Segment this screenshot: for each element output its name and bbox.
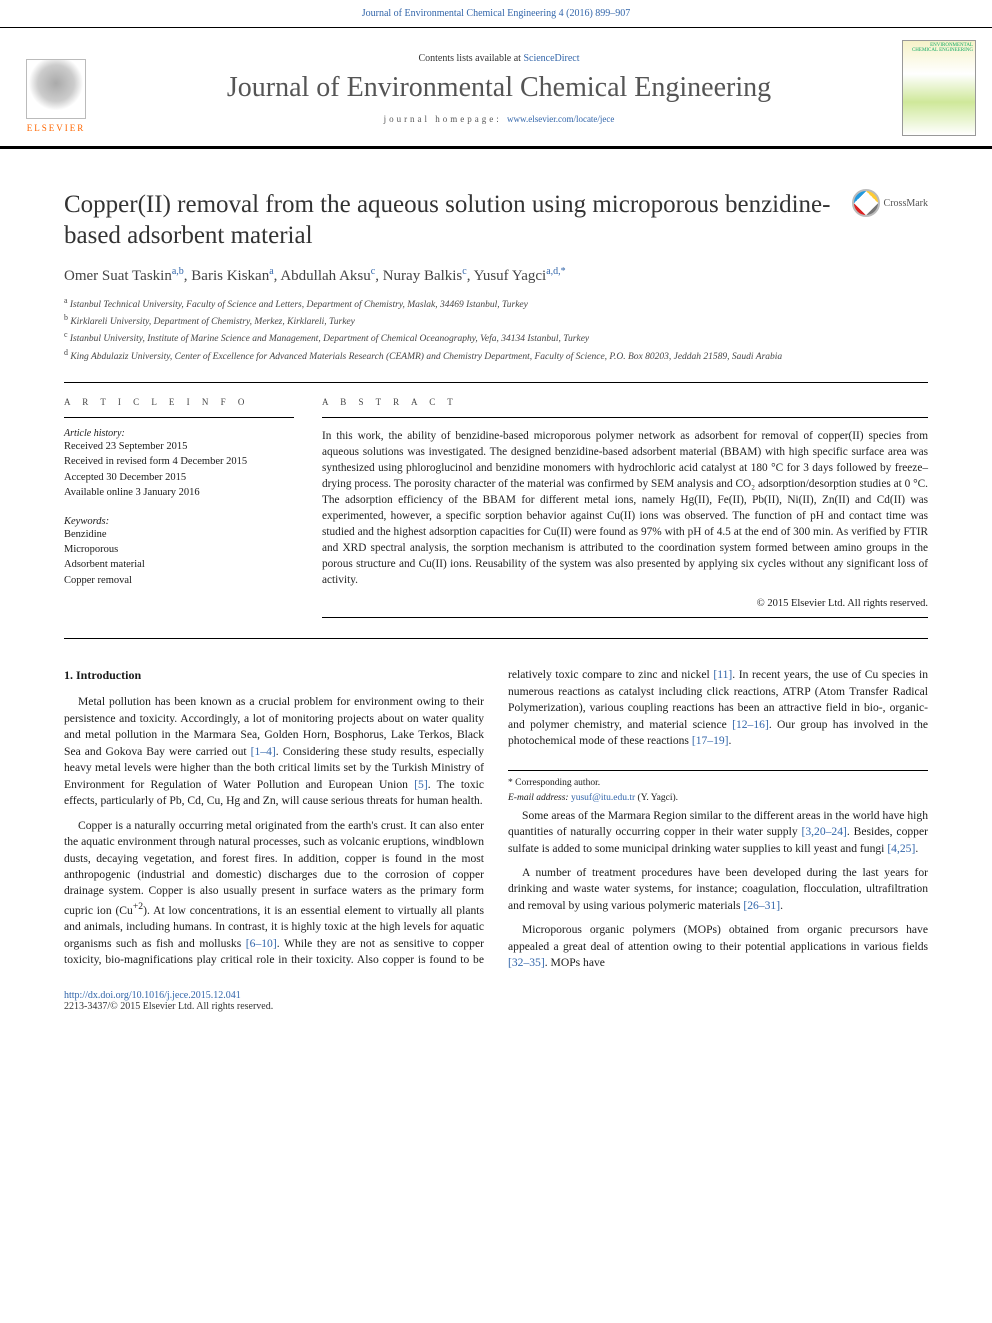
- top-citation-bar: Journal of Environmental Chemical Engine…: [0, 0, 992, 27]
- header-center: Contents lists available at ScienceDirec…: [112, 53, 886, 124]
- citation-link[interactable]: [5]: [414, 778, 428, 791]
- elsevier-tree-icon: [26, 59, 86, 119]
- history-line: Received in revised form 4 December 2015: [64, 454, 294, 469]
- abstract-divider-top: [322, 417, 928, 418]
- citation-link[interactable]: [6–10]: [246, 937, 277, 950]
- affiliation-line: a Istanbul Technical University, Faculty…: [64, 295, 928, 312]
- citation-link[interactable]: [1–4]: [251, 745, 276, 758]
- abstract-copyright: © 2015 Elsevier Ltd. All rights reserved…: [322, 588, 928, 609]
- history-line: Available online 3 January 2016: [64, 485, 294, 500]
- homepage-label: journal homepage:: [384, 114, 507, 124]
- sciencedirect-link[interactable]: ScienceDirect: [523, 53, 579, 64]
- history-line: Received 23 September 2015: [64, 439, 294, 454]
- homepage-link[interactable]: www.elsevier.com/locate/jece: [507, 114, 614, 124]
- article-info-column: A R T I C L E I N F O Article history: R…: [64, 383, 294, 628]
- journal-header: ELSEVIER Contents lists available at Sci…: [0, 27, 992, 149]
- crossmark-icon: [852, 189, 880, 217]
- contents-prefix: Contents lists available at: [418, 53, 523, 64]
- cover-text: ENVIRONMENTAL CHEMICAL ENGINEERING: [912, 43, 973, 53]
- history-label: Article history:: [64, 428, 294, 439]
- keywords-lines: BenzidineMicroporousAdsorbent materialCo…: [64, 527, 294, 588]
- info-divider: [64, 417, 294, 418]
- body-paragraph: A number of treatment procedures have be…: [508, 865, 928, 914]
- body-paragraph: Microporous organic polymers (MOPs) obta…: [508, 922, 928, 971]
- abstract-column: A B S T R A C T In this work, the abilit…: [322, 383, 928, 628]
- affiliation-line: b Kirklareli University, Department of C…: [64, 312, 928, 329]
- keyword: Adsorbent material: [64, 557, 294, 572]
- corresponding-label: * Corresponding author.: [508, 777, 928, 790]
- top-citation-link[interactable]: Journal of Environmental Chemical Engine…: [362, 8, 631, 19]
- journal-name: Journal of Environmental Chemical Engine…: [112, 72, 886, 104]
- citation-link[interactable]: [12–16]: [732, 718, 769, 731]
- abstract-divider-bottom: [322, 617, 928, 618]
- keyword: Microporous: [64, 542, 294, 557]
- abstract-text: In this work, the ability of benzidine-b…: [322, 428, 928, 588]
- abstract-label: A B S T R A C T: [322, 383, 928, 417]
- affiliation-line: c Istanbul University, Institute of Mari…: [64, 329, 928, 346]
- citation-link[interactable]: [17–19]: [692, 734, 729, 747]
- citation-link[interactable]: [32–35]: [508, 956, 545, 969]
- author-list: Omer Suat Taskina,b, Baris Kiskana, Abdu…: [0, 252, 992, 285]
- crossmark-label: CrossMark: [884, 198, 928, 209]
- issn-line: 2213-3437/© 2015 Elsevier Ltd. All right…: [64, 1001, 273, 1012]
- history-line: Accepted 30 December 2015: [64, 470, 294, 485]
- title-row: Copper(II) removal from the aqueous solu…: [0, 149, 992, 252]
- crossmark-badge[interactable]: CrossMark: [852, 189, 928, 217]
- keyword: Benzidine: [64, 527, 294, 542]
- doi-link[interactable]: http://dx.doi.org/10.1016/j.jece.2015.12…: [64, 990, 241, 1001]
- body-paragraph: Metal pollution has been known as a cruc…: [64, 694, 484, 809]
- keyword: Copper removal: [64, 573, 294, 588]
- article-info-label: A R T I C L E I N F O: [64, 383, 294, 417]
- elsevier-logo: ELSEVIER: [16, 43, 96, 133]
- citation-link[interactable]: [11]: [713, 668, 732, 681]
- affiliation-line: d King Abdulaziz University, Center of E…: [64, 347, 928, 364]
- citation-link[interactable]: [3,20–24]: [801, 825, 846, 838]
- citation-link[interactable]: [4,25]: [887, 842, 915, 855]
- keywords-label: Keywords:: [64, 500, 294, 527]
- history-lines: Received 23 September 2015Received in re…: [64, 439, 294, 500]
- info-abstract-row: A R T I C L E I N F O Article history: R…: [0, 383, 992, 628]
- corresponding-email-line: E-mail address: yusuf@itu.edu.tr (Y. Yag…: [508, 792, 928, 805]
- email-label: E-mail address:: [508, 793, 571, 803]
- citation-link[interactable]: [26–31]: [743, 899, 780, 912]
- contents-list-line: Contents lists available at ScienceDirec…: [112, 53, 886, 64]
- article-title: Copper(II) removal from the aqueous solu…: [64, 189, 836, 252]
- corresponding-suffix: (Y. Yagci).: [635, 793, 678, 803]
- intro-heading: 1. Introduction: [64, 667, 484, 684]
- corresponding-author-block: * Corresponding author. E-mail address: y…: [508, 770, 928, 806]
- elsevier-label: ELSEVIER: [27, 123, 86, 133]
- corresponding-email-link[interactable]: yusuf@itu.edu.tr: [571, 793, 635, 803]
- footer-block: http://dx.doi.org/10.1016/j.jece.2015.12…: [0, 974, 992, 1032]
- affiliation-list: a Istanbul Technical University, Faculty…: [0, 285, 992, 365]
- article-body: 1. Introduction Metal pollution has been…: [0, 639, 992, 974]
- body-paragraph: Some areas of the Marmara Region similar…: [508, 808, 928, 857]
- journal-homepage-line: journal homepage: www.elsevier.com/locat…: [112, 114, 886, 124]
- superscript: +2: [133, 901, 143, 912]
- journal-cover-thumbnail: ENVIRONMENTAL CHEMICAL ENGINEERING: [902, 40, 976, 136]
